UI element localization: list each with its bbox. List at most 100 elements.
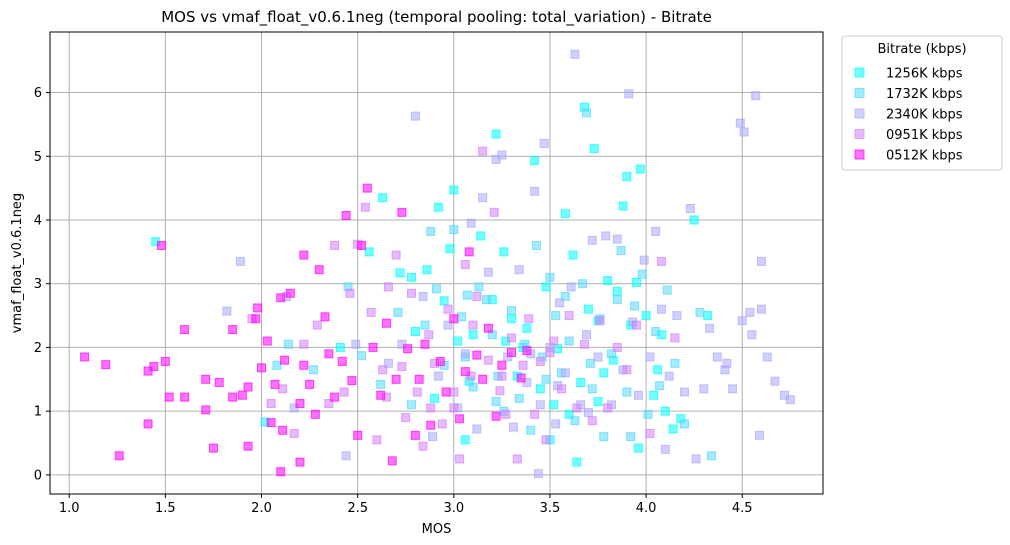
legend-box xyxy=(841,35,1003,171)
data-point xyxy=(624,89,634,99)
data-point xyxy=(549,336,559,346)
x-tick-label: 4.5 xyxy=(732,501,753,516)
data-point xyxy=(512,454,522,464)
data-point xyxy=(737,316,747,326)
data-point xyxy=(585,358,595,368)
data-point xyxy=(606,349,616,359)
data-point xyxy=(383,282,393,292)
data-point xyxy=(651,327,661,337)
data-point xyxy=(626,432,636,442)
data-point xyxy=(501,409,511,419)
y-tick-label: 1 xyxy=(34,405,42,420)
x-tick-label: 3.5 xyxy=(540,501,561,516)
data-point xyxy=(612,234,622,244)
data-point xyxy=(383,358,393,368)
data-point xyxy=(345,288,355,298)
data-point xyxy=(474,282,484,292)
data-point xyxy=(722,358,732,368)
data-point xyxy=(295,399,305,409)
data-point xyxy=(295,457,305,467)
data-point xyxy=(712,352,722,362)
data-point xyxy=(372,435,382,445)
data-point xyxy=(305,379,315,389)
data-point xyxy=(424,330,434,340)
data-point xyxy=(635,164,645,174)
data-point xyxy=(535,384,545,394)
legend-marker xyxy=(854,67,865,78)
data-point xyxy=(570,49,580,59)
data-point xyxy=(756,256,766,266)
data-point xyxy=(637,269,647,279)
data-point xyxy=(762,352,772,362)
data-point xyxy=(180,392,190,402)
data-point xyxy=(460,435,470,445)
data-point xyxy=(643,409,653,419)
data-point xyxy=(433,371,443,381)
data-point xyxy=(545,272,555,282)
data-point xyxy=(531,240,541,250)
data-point xyxy=(578,279,588,289)
data-point xyxy=(755,430,765,440)
data-point xyxy=(506,333,516,343)
data-point xyxy=(428,432,438,442)
data-point xyxy=(414,374,424,384)
data-point xyxy=(351,339,361,349)
data-point xyxy=(266,399,276,409)
data-point xyxy=(506,305,516,315)
data-point xyxy=(483,267,493,277)
data-point xyxy=(357,240,367,250)
data-point xyxy=(535,356,545,366)
data-point xyxy=(460,349,470,359)
data-point xyxy=(655,381,665,391)
x-tick-label: 4.0 xyxy=(636,501,657,516)
data-point xyxy=(341,211,351,221)
data-point xyxy=(570,416,580,426)
data-point xyxy=(420,339,430,349)
data-point xyxy=(401,413,411,423)
data-point xyxy=(420,320,430,330)
data-point xyxy=(533,469,543,479)
data-point xyxy=(756,304,766,314)
data-point xyxy=(497,371,507,381)
data-point xyxy=(489,207,499,217)
legend-label: 1256K kbps xyxy=(886,67,963,82)
data-point xyxy=(595,316,605,326)
data-point xyxy=(412,387,422,397)
data-point xyxy=(362,183,372,193)
data-point xyxy=(449,403,459,413)
data-point xyxy=(581,330,591,340)
data-point xyxy=(449,314,459,324)
data-point xyxy=(491,129,501,139)
data-point xyxy=(201,374,211,384)
data-point xyxy=(572,457,582,467)
data-point xyxy=(478,193,488,203)
data-point xyxy=(522,323,532,333)
data-point xyxy=(439,296,449,306)
data-point xyxy=(668,424,678,434)
data-point xyxy=(378,365,388,375)
data-point xyxy=(612,286,622,296)
data-point xyxy=(589,144,599,154)
data-point xyxy=(235,256,245,266)
data-point xyxy=(468,330,478,340)
data-point xyxy=(330,240,340,250)
data-point xyxy=(337,356,347,366)
data-point xyxy=(285,288,295,298)
y-tick-label: 4 xyxy=(34,213,42,228)
data-point xyxy=(433,202,443,212)
data-point xyxy=(641,311,651,321)
series-4 xyxy=(80,183,532,477)
data-point xyxy=(368,342,378,352)
data-point xyxy=(633,443,643,453)
x-tick-label: 2.5 xyxy=(347,501,368,516)
data-point xyxy=(339,387,349,397)
data-point xyxy=(422,265,432,275)
data-point xyxy=(497,360,507,370)
data-point xyxy=(651,226,661,236)
data-point xyxy=(555,298,565,308)
legend-marker xyxy=(854,129,865,139)
data-point xyxy=(631,277,641,287)
data-point xyxy=(530,156,540,166)
data-point xyxy=(530,409,540,419)
